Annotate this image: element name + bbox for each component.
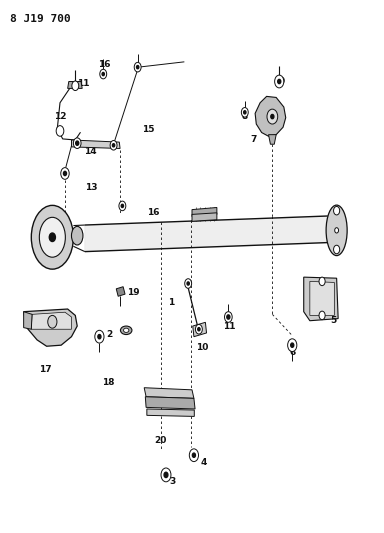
Circle shape bbox=[100, 69, 107, 79]
Text: 2: 2 bbox=[107, 330, 113, 339]
Text: 8 J19 700: 8 J19 700 bbox=[10, 14, 71, 24]
Circle shape bbox=[192, 453, 195, 457]
Circle shape bbox=[275, 75, 284, 88]
Polygon shape bbox=[68, 82, 82, 88]
Circle shape bbox=[291, 343, 294, 348]
Polygon shape bbox=[192, 207, 217, 216]
Circle shape bbox=[288, 339, 297, 352]
Polygon shape bbox=[31, 312, 71, 329]
Circle shape bbox=[242, 108, 248, 117]
Text: 18: 18 bbox=[103, 378, 115, 387]
Polygon shape bbox=[85, 216, 328, 252]
Circle shape bbox=[113, 144, 115, 147]
Circle shape bbox=[110, 141, 117, 150]
Polygon shape bbox=[116, 287, 125, 296]
Circle shape bbox=[271, 115, 274, 119]
Circle shape bbox=[134, 62, 141, 72]
Circle shape bbox=[227, 315, 230, 319]
Circle shape bbox=[319, 277, 325, 286]
Text: 3: 3 bbox=[169, 478, 175, 486]
Text: 16: 16 bbox=[98, 60, 110, 69]
Text: 15: 15 bbox=[142, 125, 154, 134]
Polygon shape bbox=[192, 213, 217, 221]
Circle shape bbox=[119, 201, 126, 211]
Circle shape bbox=[164, 472, 168, 478]
Text: 19: 19 bbox=[127, 287, 140, 296]
Text: 11: 11 bbox=[77, 78, 89, 87]
Text: 9: 9 bbox=[279, 77, 285, 86]
Circle shape bbox=[334, 245, 340, 254]
Circle shape bbox=[102, 72, 104, 76]
Ellipse shape bbox=[31, 205, 73, 269]
Circle shape bbox=[319, 311, 325, 320]
Text: 11: 11 bbox=[223, 321, 236, 330]
Text: 13: 13 bbox=[86, 183, 98, 192]
Text: 10: 10 bbox=[197, 343, 209, 352]
Ellipse shape bbox=[326, 205, 347, 256]
Circle shape bbox=[267, 109, 278, 124]
Polygon shape bbox=[144, 387, 194, 398]
Ellipse shape bbox=[71, 227, 83, 245]
Circle shape bbox=[72, 81, 79, 91]
Ellipse shape bbox=[121, 326, 132, 335]
Text: 6: 6 bbox=[289, 348, 295, 357]
Ellipse shape bbox=[39, 217, 65, 257]
Circle shape bbox=[95, 330, 104, 343]
Text: 1: 1 bbox=[168, 298, 174, 307]
Circle shape bbox=[334, 206, 340, 215]
Text: 12: 12 bbox=[54, 112, 66, 121]
Circle shape bbox=[63, 171, 66, 175]
Circle shape bbox=[198, 328, 200, 331]
Polygon shape bbox=[255, 96, 286, 136]
Polygon shape bbox=[145, 397, 195, 409]
Text: 4: 4 bbox=[200, 458, 207, 466]
Circle shape bbox=[244, 111, 246, 114]
Circle shape bbox=[225, 312, 232, 322]
Polygon shape bbox=[24, 309, 77, 346]
Text: 7: 7 bbox=[251, 135, 257, 144]
Circle shape bbox=[76, 141, 79, 146]
Circle shape bbox=[137, 66, 139, 69]
Circle shape bbox=[49, 233, 55, 241]
Circle shape bbox=[73, 138, 81, 149]
Circle shape bbox=[189, 449, 199, 462]
Text: 16: 16 bbox=[147, 208, 160, 217]
Polygon shape bbox=[193, 322, 207, 337]
Polygon shape bbox=[304, 277, 338, 321]
Text: 17: 17 bbox=[40, 365, 52, 374]
Circle shape bbox=[187, 282, 189, 285]
Circle shape bbox=[48, 316, 57, 328]
Circle shape bbox=[121, 204, 124, 207]
Ellipse shape bbox=[335, 228, 339, 233]
Text: 8: 8 bbox=[242, 112, 248, 121]
Text: 20: 20 bbox=[154, 437, 167, 446]
Circle shape bbox=[185, 279, 192, 288]
Polygon shape bbox=[71, 140, 120, 149]
Polygon shape bbox=[310, 281, 334, 316]
Circle shape bbox=[195, 325, 202, 334]
Circle shape bbox=[56, 126, 64, 136]
Circle shape bbox=[161, 468, 171, 482]
Circle shape bbox=[278, 79, 281, 84]
Text: 14: 14 bbox=[84, 147, 97, 156]
Ellipse shape bbox=[124, 328, 129, 333]
Circle shape bbox=[98, 335, 101, 339]
Text: 5: 5 bbox=[331, 316, 337, 325]
Circle shape bbox=[61, 167, 69, 179]
Polygon shape bbox=[268, 135, 276, 144]
Polygon shape bbox=[147, 409, 194, 416]
Polygon shape bbox=[24, 312, 32, 329]
